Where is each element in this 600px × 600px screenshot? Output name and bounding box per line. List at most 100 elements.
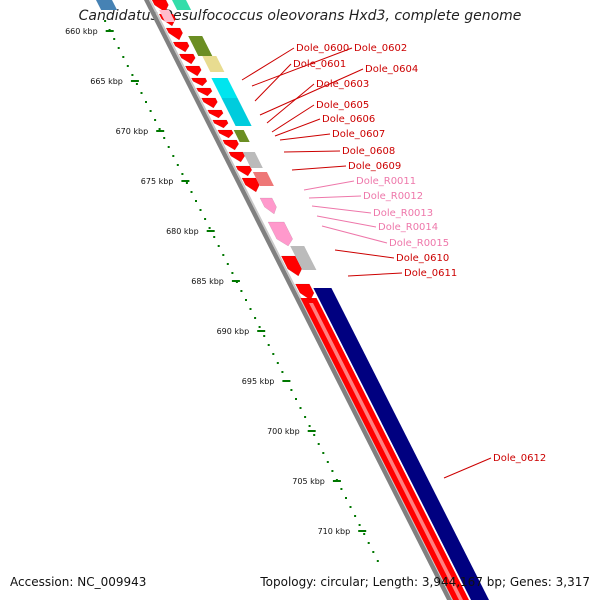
gene-forward-cds (201, 97, 218, 109)
gene-forward-cds (172, 41, 190, 53)
gene-forward-cds (195, 87, 213, 97)
gene-forward-cds (190, 77, 208, 87)
ruler-dot (117, 47, 120, 49)
gene-partial (96, 0, 118, 10)
gene-label: Dole_0611 (404, 268, 457, 279)
ruler-dot (276, 362, 279, 364)
gene-forward-cds (217, 129, 234, 139)
gene-label: Dole_0609 (348, 161, 401, 172)
leader-line (259, 68, 364, 116)
gene-label: Dole_0605 (316, 100, 369, 111)
ruler-dot (172, 155, 175, 157)
leader-line (241, 47, 295, 81)
gene-highlight (309, 303, 463, 600)
ruler-dot (213, 236, 216, 238)
ruler-dot (367, 542, 370, 544)
ruler-dot (240, 290, 243, 292)
leader-line (347, 272, 403, 277)
ruler-dot (199, 209, 202, 211)
ruler-dot (295, 398, 297, 400)
gene-forward-cds (184, 65, 202, 77)
leader-line (251, 47, 353, 87)
leader-line (311, 205, 372, 214)
ruler-dot (104, 20, 107, 22)
ruler-dot (354, 515, 357, 517)
gene-rna (259, 197, 277, 215)
ruler-dot (185, 182, 188, 184)
tick-label: 705 kbp (292, 477, 325, 486)
ruler-dot (331, 470, 334, 472)
tick-label: 660 kbp (65, 27, 98, 36)
ruler-dot (340, 488, 343, 490)
ruler-dot (122, 56, 125, 58)
gene-label: Dole_R0012 (363, 191, 423, 202)
tick-label: 675 kbp (141, 177, 174, 186)
ruler-dot (281, 371, 284, 373)
ruler-dot (126, 65, 129, 67)
ruler-dot (258, 326, 261, 328)
ruler-ticks: 660 kbp 665 kbp 670 kbp 675 kbp 680 kbp 685 k… (65, 27, 367, 536)
leader-line (308, 195, 362, 199)
ruler-dot (135, 83, 138, 85)
gene-label: Dole_R0011 (356, 176, 416, 187)
gene-partial (172, 0, 192, 10)
ruler-dot (154, 119, 157, 121)
gene-forward-cds (212, 119, 229, 129)
gene-label: Dole_0612 (493, 453, 546, 464)
gene-label: Dole_0601 (293, 59, 346, 70)
gene-rna (267, 221, 293, 247)
ruler-dot (376, 560, 379, 562)
ruler-dot (263, 335, 266, 337)
gene-label: Dole_R0013 (373, 208, 433, 219)
ruler-dot (313, 434, 316, 436)
gene-forward-cds (165, 27, 183, 41)
gene-other (221, 98, 252, 126)
ruler-dot (272, 353, 275, 355)
tick-label: 710 kbp (318, 527, 351, 536)
ruler-dot (299, 407, 302, 409)
leader-line (254, 63, 292, 102)
map-title: Candidatus Desulfococcus oleovorans Hxd3… (78, 8, 522, 24)
gene-forward-cds (280, 255, 303, 277)
gene-label: Dole_0606 (322, 114, 375, 125)
gene-label: Dole_R0015 (389, 238, 449, 249)
gene-labels: Dole_0600 Dole_0602 Dole_0601 Dole_0604 Dole… (293, 43, 546, 464)
ruler-dot (145, 101, 147, 103)
tick-label: 695 kbp (242, 377, 275, 386)
leader-line (279, 133, 331, 141)
ruler-dot (181, 173, 184, 175)
label-leader-lines (241, 47, 492, 479)
gene-label: Dole_0600 (296, 43, 349, 54)
ruler-dot (149, 110, 152, 112)
gene-label: Dole_0607 (332, 129, 385, 140)
leader-line (271, 104, 315, 133)
ruler-dot (204, 218, 207, 220)
ruler-dot (195, 200, 197, 202)
gene-label: Dole_0604 (365, 64, 418, 75)
genome-backbone (144, 0, 454, 600)
gene-other (290, 246, 317, 270)
leader-line (334, 249, 395, 259)
ruler-dot (208, 227, 211, 229)
gene-partial (159, 10, 176, 22)
gene-label: Dole_0608 (342, 146, 395, 157)
gene-features (96, 0, 489, 600)
leader-line (274, 118, 321, 137)
ruler-dot (372, 551, 375, 553)
ruler-dot (345, 497, 347, 499)
ruler-dot (190, 191, 193, 193)
ruler-dot (290, 389, 293, 391)
ruler-dot (249, 308, 252, 310)
leader-line (443, 457, 492, 479)
gene-forward-cds (294, 283, 315, 301)
gene-other (233, 130, 250, 142)
gene-other (202, 56, 225, 72)
ruler-dot (176, 164, 179, 166)
accession-text: Accession: NC_009943 (10, 575, 147, 589)
gene-forward-cds (222, 139, 239, 151)
tick-label: 690 kbp (217, 327, 250, 336)
gene-forward-cds (207, 109, 224, 119)
ruler-dot (245, 299, 247, 301)
gene-other (211, 78, 238, 98)
